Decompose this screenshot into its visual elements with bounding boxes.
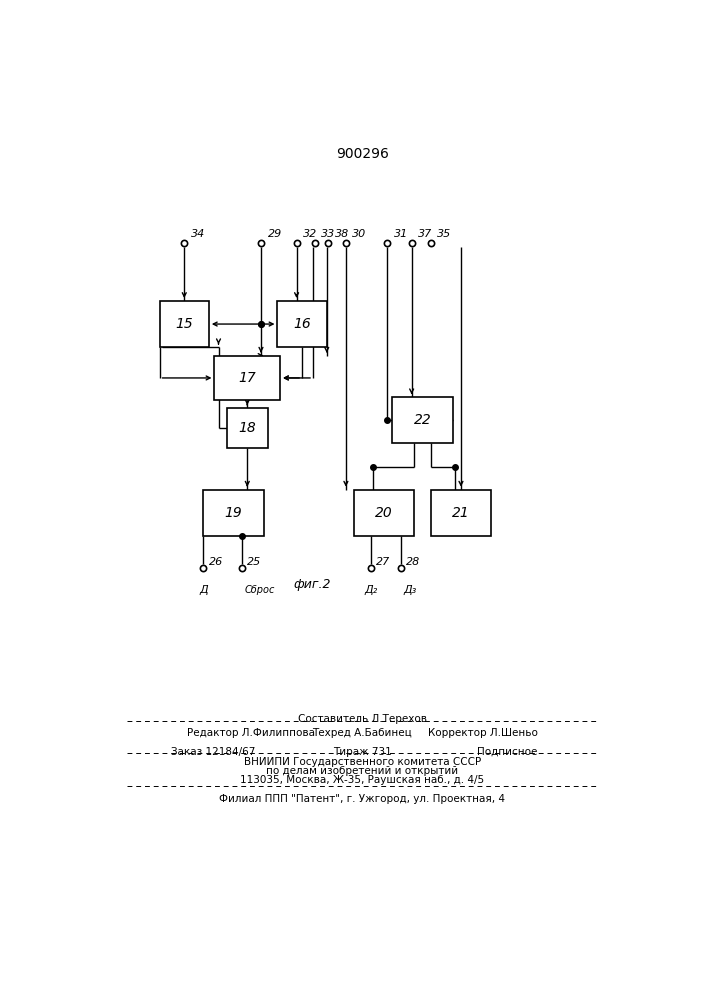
Bar <box>431 490 491 536</box>
Text: Корректор Л.Шеньо: Корректор Л.Шеньо <box>428 728 538 738</box>
Text: 38: 38 <box>335 229 349 239</box>
Text: 22: 22 <box>414 413 431 427</box>
Text: 21: 21 <box>452 506 470 520</box>
Bar <box>214 356 280 400</box>
Text: 900296: 900296 <box>336 147 389 161</box>
Text: 33: 33 <box>321 229 336 239</box>
Text: 20: 20 <box>375 506 393 520</box>
Text: 26: 26 <box>209 557 223 567</box>
Text: 15: 15 <box>175 317 193 331</box>
Text: Сброс: Сброс <box>245 585 275 595</box>
Text: Техред А.Бабинец: Техред А.Бабинец <box>312 728 412 738</box>
Text: 27: 27 <box>376 557 390 567</box>
Text: 32: 32 <box>303 229 317 239</box>
Text: Д: Д <box>199 585 208 595</box>
Text: 31: 31 <box>394 229 408 239</box>
Text: 28: 28 <box>407 557 421 567</box>
Text: фиг.2: фиг.2 <box>294 578 332 591</box>
Text: 113035, Москва, Ж-35, Раушская наб., д. 4/5: 113035, Москва, Ж-35, Раушская наб., д. … <box>240 775 484 785</box>
Text: Заказ 12184/67: Заказ 12184/67 <box>170 747 255 757</box>
Bar <box>277 301 327 347</box>
Bar <box>354 490 414 536</box>
Text: Д₂: Д₂ <box>364 585 377 595</box>
Text: 19: 19 <box>225 506 243 520</box>
Text: Филиал ППП "Патент", г. Ужгород, ул. Проектная, 4: Филиал ППП "Патент", г. Ужгород, ул. Про… <box>219 794 506 804</box>
Bar <box>392 397 452 443</box>
Text: Подписное: Подписное <box>477 747 538 757</box>
Text: 25: 25 <box>247 557 262 567</box>
Text: Составитель Л.Терехов: Составитель Л.Терехов <box>298 714 427 724</box>
Text: Редактор Л.Филиппова: Редактор Л.Филиппова <box>187 728 315 738</box>
Text: 18: 18 <box>238 421 256 435</box>
Text: 37: 37 <box>419 229 433 239</box>
Text: 30: 30 <box>353 229 367 239</box>
Text: 17: 17 <box>238 371 256 385</box>
Text: 34: 34 <box>191 229 205 239</box>
Bar <box>227 408 268 448</box>
Text: 16: 16 <box>293 317 311 331</box>
Bar <box>204 490 264 536</box>
Text: 29: 29 <box>267 229 282 239</box>
Text: 35: 35 <box>438 229 452 239</box>
Text: ВНИИПИ Государственного комитета СССР: ВНИИПИ Государственного комитета СССР <box>244 757 481 767</box>
Text: по делам изобретений и открытий: по делам изобретений и открытий <box>267 766 458 776</box>
Text: Д₃: Д₃ <box>404 585 416 595</box>
Text: Тираж 731: Тираж 731 <box>333 747 392 757</box>
Bar <box>160 301 209 347</box>
